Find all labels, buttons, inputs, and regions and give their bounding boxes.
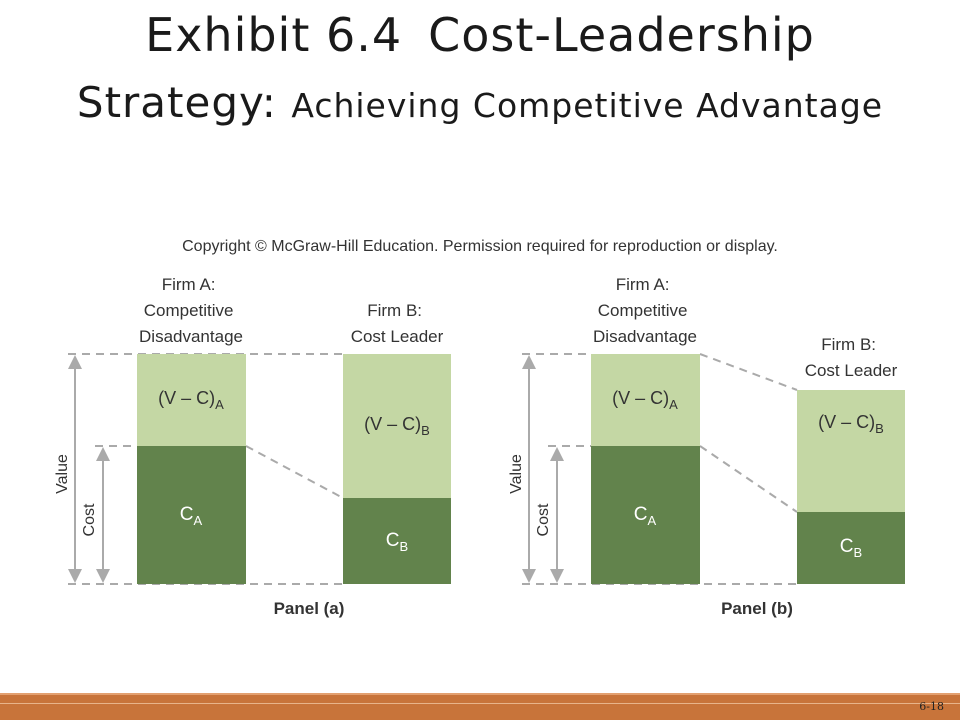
cost-connector-line [699, 445, 798, 513]
firm-a-margin-label: (V – C)A [612, 388, 678, 412]
footer-band [0, 694, 960, 720]
footer-divider [0, 693, 960, 695]
slide-title-line1: Exhibit 6.4 Cost-Leadership [0, 8, 960, 62]
firm-a-margin-bar [591, 354, 700, 446]
title-subtitle: Achieving Competitive Advantage [291, 86, 884, 125]
cost-axis-label: Cost [535, 503, 552, 536]
firm-b-label: Firm B: Cost Leader [805, 335, 898, 380]
firm-b-cost-bar [797, 512, 905, 584]
panel-b: Value Cost Firm A: Competitive Disadvant… [508, 275, 905, 618]
firm-a-label: Firm A: Competitive Disadvantage [593, 275, 697, 346]
slide-title-line2: Strategy: Achieving Competitive Advantag… [0, 78, 960, 127]
firm-a-margin-label: (V – C)A [158, 388, 224, 412]
firm-a-cost-label: CA [180, 504, 203, 528]
firm-b-margin-bar [343, 354, 451, 498]
cost-connector-line [245, 445, 344, 499]
firm-b-margin-label: (V – C)B [818, 412, 884, 436]
firm-b-cost-label: CB [386, 530, 408, 554]
value-axis-label: Value [54, 454, 71, 494]
footer-divider-thin [0, 703, 960, 704]
page-number: 6-18 [919, 700, 944, 713]
title-exhibit: Exhibit 6.4 [145, 8, 403, 62]
firm-a-cost-label: CA [634, 504, 657, 528]
firm-b-margin-label: (V – C)B [364, 414, 430, 438]
cost-axis-label: Cost [81, 503, 98, 536]
value-axis-label: Value [508, 454, 525, 494]
firm-a-cost-bar [591, 446, 700, 584]
firm-a-cost-bar [137, 446, 246, 584]
title-topic: Cost-Leadership [428, 8, 815, 62]
firm-a-margin-bar [137, 354, 246, 446]
title-strategy: Strategy: [76, 78, 277, 127]
copyright-notice: Copyright © McGraw-Hill Education. Permi… [182, 238, 778, 255]
panel-b-caption: Panel (b) [721, 599, 793, 618]
firm-b-margin-bar [797, 390, 905, 512]
firm-b-cost-label: CB [840, 536, 862, 560]
panel-a-caption: Panel (a) [274, 599, 345, 618]
firm-b-cost-bar [343, 498, 451, 584]
panel-a: Value Cost Firm A: Competitive Disadvant… [54, 275, 451, 618]
value-connector-line [699, 353, 798, 391]
firm-a-label: Firm A: Competitive Disadvantage [139, 275, 243, 346]
firm-b-label: Firm B: Cost Leader [351, 301, 444, 346]
